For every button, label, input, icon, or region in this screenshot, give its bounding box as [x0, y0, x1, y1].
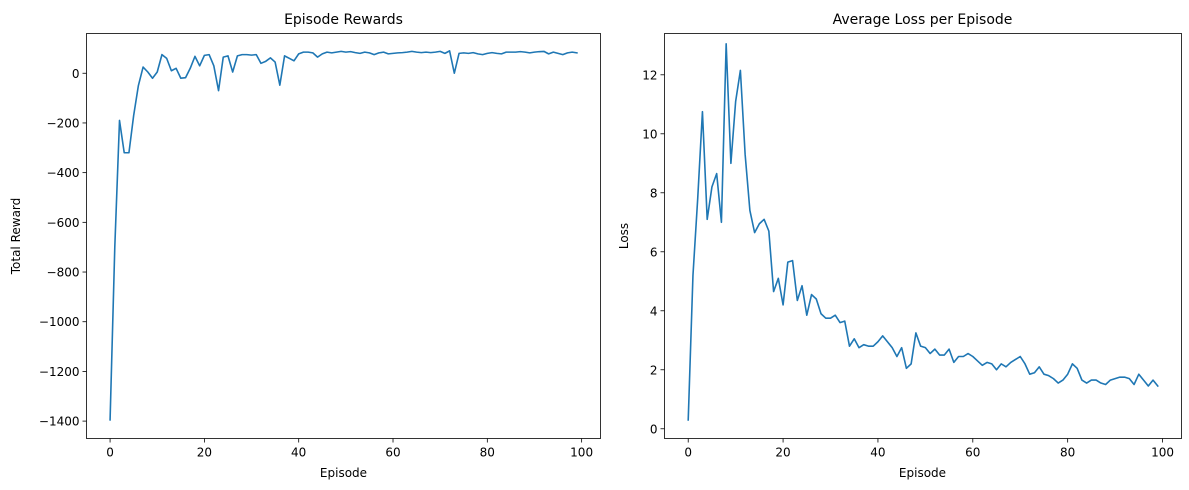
y-tick-label: 2 [650, 363, 658, 377]
y-tick-label: −800 [47, 266, 80, 280]
loss-chart: Average Loss per Episode Episode Loss 0 2… [617, 12, 1182, 480]
chart-title: Average Loss per Episode [833, 12, 1013, 28]
y-tick-label: 0 [72, 67, 80, 81]
series-line [109, 50, 578, 421]
x-axis-label: Episode [899, 466, 946, 480]
y-tick-label: −600 [47, 216, 80, 230]
x-tick-label: 40 [870, 446, 885, 460]
series-line [687, 43, 1159, 421]
y-tick-label: 12 [642, 68, 657, 82]
x-axis-label: Episode [320, 466, 367, 480]
y-tick-label: −1400 [39, 415, 80, 429]
x-tick-label: 60 [965, 446, 980, 460]
x-tick-label: 80 [1060, 446, 1075, 460]
x-tick-label: 0 [684, 446, 692, 460]
y-tick-label: −400 [47, 166, 80, 180]
y-tick-label: 4 [650, 304, 658, 318]
y-tick-label: −200 [47, 116, 80, 130]
x-tick-label: 20 [197, 446, 212, 460]
x-tick-label: 20 [775, 446, 790, 460]
y-axis-label: Total Reward [9, 198, 23, 276]
x-tick-label: 80 [480, 446, 495, 460]
x-tick-label: 100 [570, 446, 593, 460]
x-tick-label: 40 [291, 446, 306, 460]
y-tick-label: 0 [650, 422, 658, 436]
y-axis-label: Loss [617, 223, 631, 249]
y-tick-label: 6 [650, 245, 658, 259]
x-ticks: 0 20 40 60 80 100 [106, 438, 593, 460]
x-tick-label: 0 [106, 446, 114, 460]
y-tick-label: 8 [650, 186, 658, 200]
plot-frame [86, 33, 601, 439]
y-ticks: −1400 −1200 −1000 −800 −600 −400 −200 0 [39, 67, 87, 429]
x-tick-label: 60 [385, 446, 400, 460]
y-tick-label: −1000 [39, 315, 80, 329]
x-ticks: 0 20 40 60 80 100 [684, 438, 1174, 460]
y-tick-label: 10 [642, 127, 657, 141]
plot-frame [664, 33, 1182, 439]
reward-chart: Episode Rewards Episode Total Reward 0 20… [9, 12, 601, 480]
y-tick-label: −1200 [39, 365, 80, 379]
chart-title: Episode Rewards [284, 12, 403, 28]
x-tick-label: 100 [1151, 446, 1174, 460]
y-ticks: 0 2 4 6 8 10 12 [642, 68, 665, 436]
